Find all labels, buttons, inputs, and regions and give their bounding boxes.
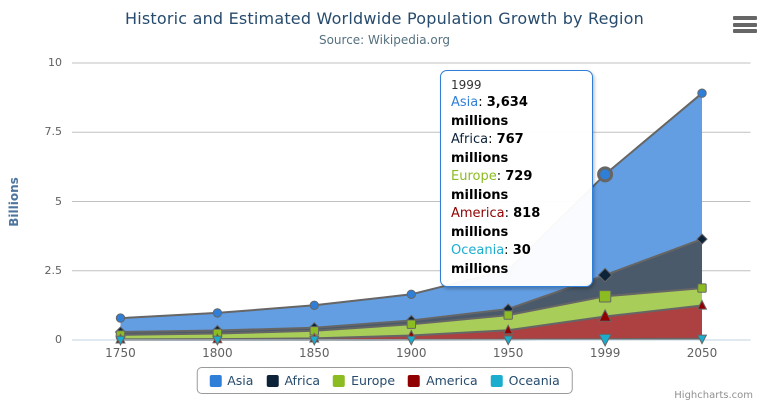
legend-item-label: Europe bbox=[351, 373, 396, 388]
data-point-marker-asia-1750[interactable] bbox=[115, 313, 126, 323]
chart-subtitle: Source: Wikipedia.org bbox=[318, 33, 451, 47]
tooltip-row: America: 818 millions bbox=[451, 205, 582, 242]
y-axis-label: 0 bbox=[55, 333, 62, 346]
legend-item-oceania[interactable]: Oceania bbox=[490, 373, 560, 388]
tooltip-separator: : bbox=[504, 243, 513, 258]
legend-symbol bbox=[408, 374, 421, 387]
data-point-marker-africa-2050[interactable] bbox=[696, 233, 708, 245]
data-point-marker-asia-2050[interactable] bbox=[697, 88, 707, 98]
tooltip-series-name: Africa bbox=[451, 132, 489, 147]
data-point-marker-asia-1800[interactable] bbox=[212, 308, 223, 318]
x-axis-label: 1850 bbox=[299, 346, 330, 360]
data-point-marker-oceania-2050[interactable] bbox=[696, 334, 708, 345]
x-axis-label: 2050 bbox=[686, 346, 718, 360]
x-axis-label: 1800 bbox=[202, 346, 233, 360]
legend-item-america[interactable]: America bbox=[408, 373, 478, 388]
data-point-marker-africa-1999[interactable] bbox=[597, 267, 613, 283]
tooltip-series-name: Europe bbox=[451, 169, 497, 184]
data-point-marker-europe-1900[interactable] bbox=[406, 319, 417, 329]
tooltip-series-name: Asia bbox=[451, 95, 479, 110]
data-point-marker-america-2050[interactable] bbox=[696, 299, 708, 310]
tooltip-value: 30 millions bbox=[451, 243, 531, 277]
tooltip-separator: : bbox=[488, 132, 497, 147]
data-point-marker-oceania-1900[interactable] bbox=[406, 335, 417, 346]
x-axis-label: 1750 bbox=[105, 346, 136, 360]
area-series-america[interactable] bbox=[120, 305, 703, 341]
tooltip-row: Oceania: 30 millions bbox=[451, 242, 582, 279]
legend-item-label: Asia bbox=[227, 373, 254, 388]
tooltip-header: 1999 bbox=[451, 78, 482, 92]
legend-symbol bbox=[490, 374, 503, 387]
x-axis-label: 1900 bbox=[395, 346, 427, 360]
data-point-marker-asia-1900[interactable] bbox=[406, 289, 416, 299]
legend-item-asia[interactable]: Asia bbox=[209, 373, 253, 388]
tooltip-value: 818 millions bbox=[451, 206, 541, 240]
data-point-marker-america-1999[interactable] bbox=[598, 308, 612, 322]
data-point-marker-oceania-1850[interactable] bbox=[309, 335, 320, 346]
data-point-marker-europe-1950[interactable] bbox=[503, 310, 513, 320]
legend-box: Asia Africa Europe America Oceania bbox=[196, 367, 573, 394]
tooltip-separator: : bbox=[496, 169, 506, 184]
y-axis-label: 7.5 bbox=[44, 125, 63, 139]
y-axis-label: 2.5 bbox=[44, 263, 63, 277]
data-point-marker-asia-1999[interactable] bbox=[597, 166, 614, 183]
legend-item-europe[interactable]: Europe bbox=[333, 373, 395, 388]
tooltip-separator: : bbox=[504, 206, 514, 221]
y-axis-label: 10 bbox=[48, 56, 62, 69]
data-point-marker-oceania-1999[interactable] bbox=[598, 333, 612, 347]
chart-title: Historic and Estimated Worldwide Populat… bbox=[125, 9, 644, 28]
tooltip-row: Asia: 3,634 millions bbox=[451, 94, 582, 131]
tooltip-separator: : bbox=[478, 95, 487, 110]
legend-symbol bbox=[266, 374, 279, 387]
tooltip-value: 3,634 millions bbox=[451, 95, 528, 129]
legend-item-label: Africa bbox=[284, 373, 321, 388]
legend-symbol bbox=[333, 374, 346, 387]
legend-symbol bbox=[209, 374, 222, 387]
data-point-marker-oceania-1750[interactable] bbox=[115, 335, 126, 346]
data-point-marker-oceania-1950[interactable] bbox=[502, 335, 514, 346]
hamburger-icon bbox=[733, 16, 758, 33]
x-axis-label: 1950 bbox=[492, 346, 524, 360]
tooltip-row: Europe: 729 millions bbox=[451, 168, 582, 205]
legend-item-label: Oceania bbox=[508, 373, 560, 388]
tooltip-value: 767 millions bbox=[451, 132, 524, 166]
data-point-marker-europe-1999[interactable] bbox=[598, 290, 612, 303]
tooltip-series-name: America bbox=[451, 206, 505, 221]
legend-item-label: America bbox=[426, 373, 478, 388]
data-point-marker-asia-1850[interactable] bbox=[309, 300, 319, 310]
tooltip-row: Africa: 767 millions bbox=[451, 131, 582, 168]
tooltip: 1999 Asia: 3,634 millions Africa: 767 mil… bbox=[440, 70, 593, 287]
data-point-marker-europe-2050[interactable] bbox=[697, 283, 707, 293]
y-axis-label: 5 bbox=[55, 194, 62, 208]
data-point-marker-oceania-1800[interactable] bbox=[212, 335, 223, 346]
data-point-marker-america-1950[interactable] bbox=[502, 324, 514, 335]
export-menu-button[interactable] bbox=[733, 16, 758, 34]
tooltip-value: 729 millions bbox=[451, 169, 533, 203]
tooltip-series-name: Oceania bbox=[451, 243, 505, 258]
x-axis-label: 1999 bbox=[589, 346, 621, 360]
highcharts-credits-link[interactable]: Highcharts.com bbox=[674, 390, 753, 401]
legend-item-africa[interactable]: Africa bbox=[266, 373, 320, 388]
